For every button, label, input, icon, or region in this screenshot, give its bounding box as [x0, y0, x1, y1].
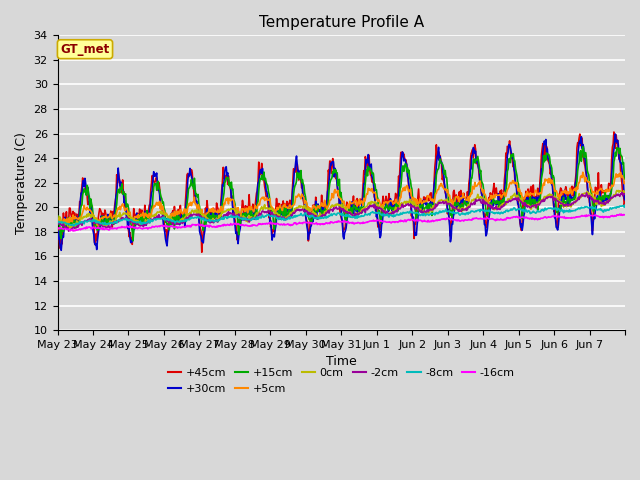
0cm [225, 207, 233, 213]
Line: -8cm: -8cm [58, 205, 625, 226]
0cm [253, 211, 261, 216]
-8cm [54, 219, 61, 225]
0cm [401, 199, 408, 204]
+15cm [129, 238, 137, 244]
+45cm [253, 188, 261, 194]
0cm [121, 210, 129, 216]
+5cm [225, 195, 233, 201]
+15cm [253, 201, 261, 206]
+45cm [433, 142, 440, 148]
-2cm [225, 211, 233, 217]
+30cm [121, 198, 129, 204]
+30cm [621, 197, 629, 203]
-8cm [621, 202, 629, 208]
-16cm [618, 211, 625, 217]
0cm [613, 188, 621, 193]
X-axis label: Time: Time [326, 355, 356, 369]
-8cm [70, 223, 77, 229]
-16cm [253, 223, 261, 228]
-16cm [121, 225, 129, 230]
+15cm [621, 176, 629, 182]
-2cm [433, 204, 440, 210]
Line: +30cm: +30cm [58, 134, 625, 250]
+45cm [225, 181, 233, 187]
+45cm [120, 189, 128, 195]
-16cm [621, 212, 629, 217]
-16cm [69, 228, 77, 234]
+30cm [225, 181, 233, 187]
Line: -16cm: -16cm [58, 214, 625, 231]
-8cm [225, 214, 233, 219]
Legend: +45cm, +30cm, +15cm, +5cm, 0cm, -2cm, -8cm, -16cm: +45cm, +30cm, +15cm, +5cm, 0cm, -2cm, -8… [163, 364, 519, 398]
0cm [275, 212, 283, 218]
-2cm [54, 220, 61, 226]
-8cm [253, 214, 261, 220]
+15cm [579, 144, 587, 150]
-8cm [121, 216, 129, 222]
0cm [621, 191, 629, 197]
-16cm [433, 217, 440, 223]
+5cm [93, 223, 101, 228]
-2cm [618, 190, 626, 195]
+5cm [433, 191, 440, 196]
Line: +15cm: +15cm [58, 147, 625, 241]
-2cm [253, 214, 261, 220]
0cm [70, 226, 78, 231]
Y-axis label: Temperature (C): Temperature (C) [15, 132, 28, 234]
+45cm [198, 249, 205, 255]
+5cm [579, 169, 587, 175]
-16cm [54, 226, 61, 231]
-8cm [433, 209, 440, 215]
Line: +45cm: +45cm [58, 132, 625, 252]
-8cm [275, 216, 283, 222]
-2cm [121, 216, 129, 222]
+30cm [54, 235, 61, 241]
+15cm [54, 215, 61, 221]
-2cm [621, 191, 629, 197]
-16cm [275, 221, 283, 227]
Line: -2cm: -2cm [58, 192, 625, 231]
0cm [54, 217, 61, 223]
+30cm [612, 131, 620, 137]
-2cm [401, 204, 408, 209]
+5cm [621, 180, 629, 185]
-16cm [225, 222, 233, 228]
Text: GT_met: GT_met [60, 43, 109, 56]
+30cm [253, 188, 261, 194]
+30cm [401, 156, 408, 162]
+5cm [401, 184, 408, 190]
+45cm [621, 199, 629, 204]
+15cm [275, 204, 283, 210]
+5cm [121, 208, 129, 214]
Title: Temperature Profile A: Temperature Profile A [259, 15, 424, 30]
-8cm [401, 210, 408, 216]
Line: 0cm: 0cm [58, 191, 625, 228]
+30cm [58, 247, 65, 253]
+5cm [54, 214, 61, 219]
+5cm [253, 205, 261, 211]
+15cm [433, 172, 440, 178]
Line: +5cm: +5cm [58, 172, 625, 226]
+15cm [401, 164, 408, 170]
+45cm [54, 231, 61, 237]
+30cm [275, 208, 283, 214]
+45cm [275, 201, 283, 206]
-2cm [275, 214, 283, 219]
-2cm [65, 228, 72, 234]
-16cm [401, 217, 408, 223]
+5cm [275, 205, 283, 211]
+15cm [120, 191, 128, 196]
+30cm [433, 164, 440, 169]
0cm [433, 202, 440, 208]
+15cm [225, 183, 233, 189]
+45cm [610, 129, 618, 135]
+45cm [401, 155, 408, 161]
